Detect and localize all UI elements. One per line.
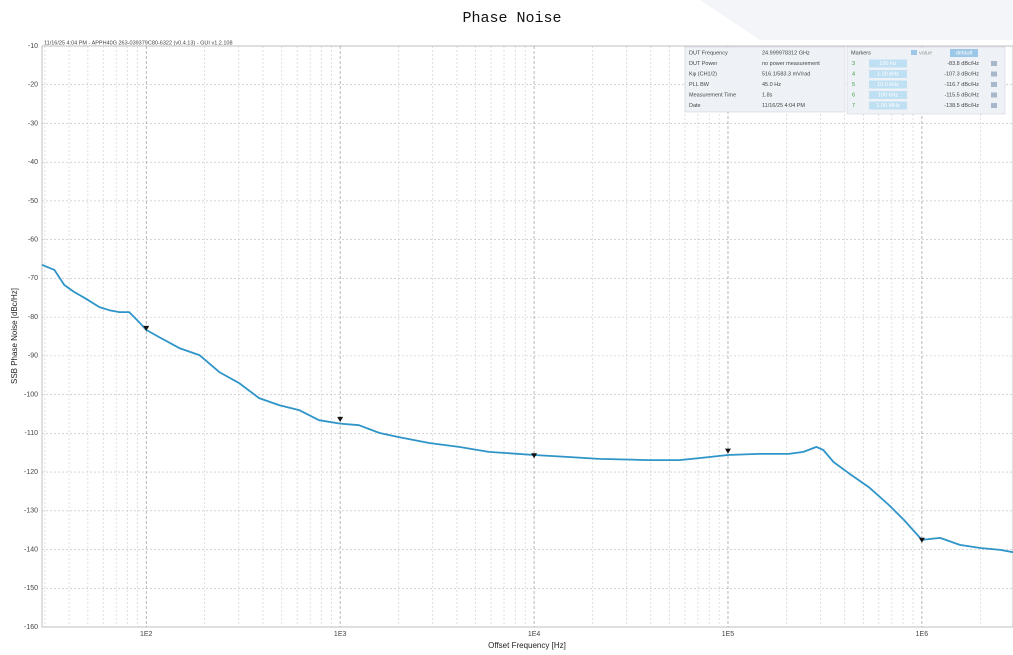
decor — [700, 0, 1013, 40]
mode-label: value — [919, 50, 932, 56]
marker-id: 6 — [852, 92, 855, 98]
info-value: 516.1/583.3 mV/rad — [762, 71, 810, 77]
marker-frequency: 100 Hz — [879, 61, 897, 67]
x-tick-label: 1E2 — [140, 631, 153, 638]
marker-id: 5 — [852, 82, 855, 88]
y-axis-label: SSB Phase Noise [dBc/Hz] — [10, 288, 19, 384]
y-tick-label: -20 — [28, 82, 38, 89]
info-key: DUT Power — [689, 61, 717, 67]
plot-frame — [41, 45, 1013, 628]
y-tick-label: -140 — [24, 546, 38, 553]
marker — [337, 416, 344, 422]
y-tick-label: -150 — [24, 585, 38, 592]
marker-icon — [991, 92, 997, 98]
y-tick-label: -120 — [24, 469, 38, 476]
y-tick-label: -90 — [28, 353, 38, 360]
marker-value: -107.3 dBc/Hz — [944, 71, 979, 77]
marker — [143, 325, 150, 331]
info-value: no power measurement — [762, 61, 820, 67]
marker-id: 7 — [852, 103, 855, 109]
chart-title: Phase Noise — [462, 10, 561, 27]
y-tick-label: -30 — [28, 120, 38, 127]
y-tick-label: -70 — [28, 275, 38, 282]
marker-id: 3 — [852, 61, 855, 67]
y-tick-label: -10 — [28, 43, 38, 50]
x-tick-label: 1E6 — [916, 631, 929, 638]
marker-icon — [991, 61, 997, 66]
header-text: 11/16/25 4:04 PM - APPH40G 263-039379C80… — [44, 40, 233, 46]
info-key: DUT Frequency — [689, 50, 728, 56]
freq-box — [869, 91, 907, 99]
marker — [531, 453, 538, 459]
info-value: 24.999978312 GHz — [762, 50, 810, 56]
marker-icon — [991, 71, 997, 77]
x-tick-label: 1E5 — [722, 631, 735, 638]
y-tick-label: -160 — [24, 624, 38, 631]
marker-icon — [991, 82, 997, 87]
marker-value: -83.8 dBc/Hz — [947, 61, 979, 67]
grid: -10 -20 -30 -40 -50 -60 -70 -80 -90 -100 -110 -120 -… — [24, 43, 1013, 638]
marker — [918, 537, 925, 543]
marker-icon — [991, 103, 997, 108]
y-tick-label: -60 — [28, 237, 38, 244]
x-axis-label: Offset Frequency [Hz] — [488, 641, 566, 650]
trace — [41, 263, 1013, 554]
toggle — [911, 50, 917, 55]
x-tick-label: 1E3 — [334, 631, 347, 638]
info-box — [684, 46, 846, 113]
preset-label: default — [956, 50, 973, 56]
y-tick-label: -110 — [25, 430, 39, 437]
markers-title: Markers — [851, 50, 871, 56]
marker — [724, 448, 731, 454]
info-value: 1.8s — [762, 92, 773, 98]
freq-box — [869, 101, 907, 110]
plot — [41, 263, 1013, 554]
marker-frequency: 10.0 kHz — [877, 82, 899, 88]
y-tick-label: -100 — [24, 391, 38, 398]
marker-frequency: 1.00 kHz — [877, 71, 899, 77]
info-key: PLL BW — [689, 82, 710, 88]
freq-box — [869, 59, 907, 68]
preset-box — [950, 49, 978, 57]
marker-value: -138.5 dBc/Hz — [944, 103, 979, 109]
y-tick-label: -80 — [28, 314, 38, 321]
freq-box — [869, 70, 907, 78]
marker-frequency: 100 kHz — [878, 92, 898, 98]
marker-value: -115.5 dBc/Hz — [945, 92, 980, 98]
info-panel: DUT Frequency 24.999978312 GHz DUT Power no… — [684, 46, 1006, 115]
info-key: Date — [689, 103, 701, 109]
marker-id: 4 — [852, 71, 855, 77]
x-tick-label: 1E4 — [528, 631, 541, 638]
marker-value: -116.7 dBc/Hz — [945, 82, 980, 88]
y-tick-label: -40 — [28, 159, 38, 166]
y-tick-label: -50 — [28, 198, 38, 205]
y-tick-label: -130 — [24, 508, 38, 515]
info-value: 11/16/25 4:04 PM — [762, 103, 805, 109]
info-value: 45.0 Hz — [762, 82, 781, 88]
freq-box — [869, 80, 907, 89]
info-key: Kφ (CH1/2) — [689, 71, 717, 77]
info-key: Measurement Time — [689, 92, 736, 98]
marker-frequency: 1.00 MHz — [876, 103, 900, 109]
